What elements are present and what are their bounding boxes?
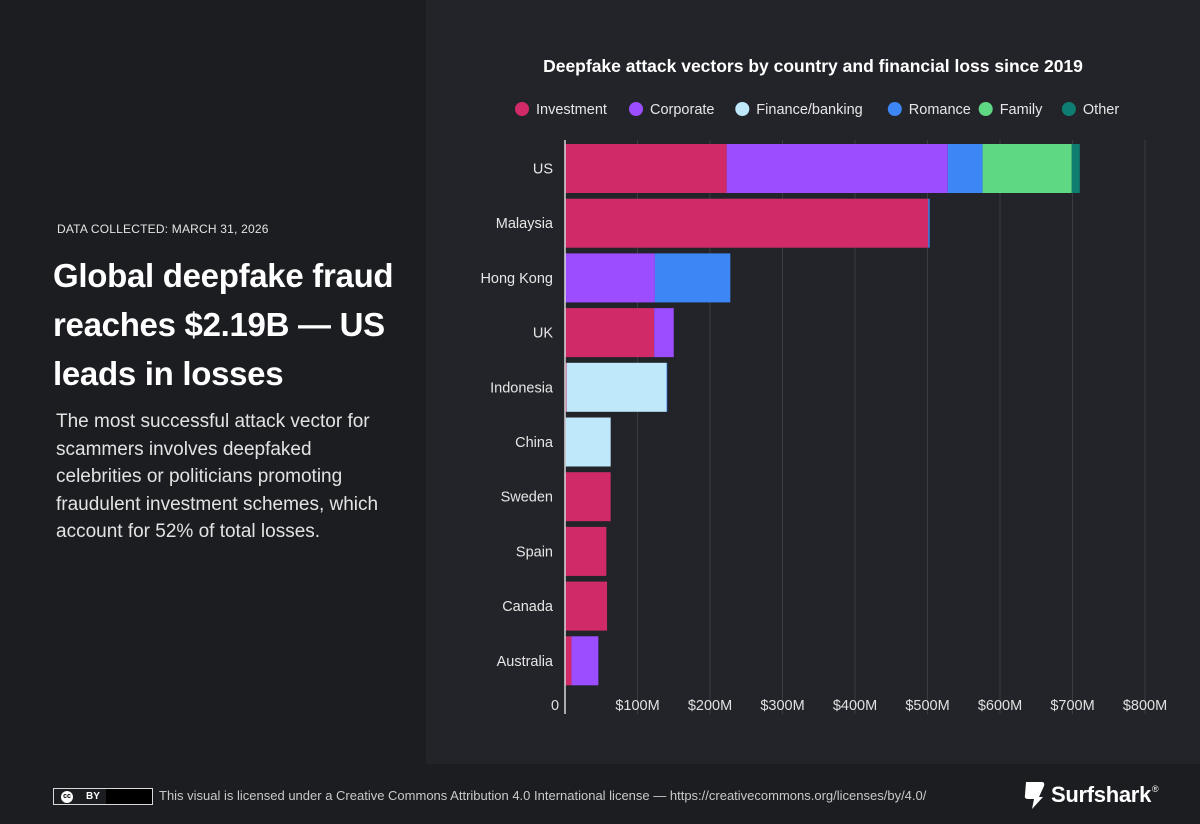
legend-swatch [515, 102, 529, 116]
x-tick-label: $500M [905, 698, 949, 714]
cc-icon: cc [61, 790, 73, 803]
category-label: Australia [497, 654, 554, 670]
bar-segment [565, 526, 607, 576]
legend-label: Investment [536, 102, 607, 118]
category-label: Malaysia [496, 216, 554, 232]
x-tick-label: $700M [1050, 698, 1094, 714]
bar-segment [565, 253, 655, 303]
bar-segment [565, 198, 929, 248]
surfshark-logo-icon [1024, 782, 1045, 809]
bar-segment [726, 144, 948, 193]
brand-name: Surfshark [1051, 782, 1152, 807]
category-label: Hong Kong [480, 271, 553, 287]
legend-label: Family [1000, 102, 1043, 118]
left-panel [0, 0, 426, 764]
legend-swatch [887, 102, 902, 116]
legend-swatch [978, 102, 993, 116]
legend-item: Other [1061, 102, 1119, 118]
brand-registered-mark: ® [1152, 784, 1159, 794]
license-text: This visual is licensed under a Creative… [159, 788, 927, 803]
legend-item: Family [978, 102, 1043, 118]
legend-item: Romance [887, 102, 971, 118]
legend-swatch [735, 102, 750, 116]
legend-item: Investment [515, 102, 607, 118]
headline: Global deepfake fraud reaches $2.19B — U… [53, 257, 394, 392]
cc-license-badge[interactable]: cc BY [53, 788, 153, 805]
surfshark-brand[interactable]: Surfshark ® [1022, 780, 1159, 810]
chart-legend: Investment Corporate Finance/banking Romanc… [515, 102, 1119, 118]
legend-label: Other [1083, 102, 1119, 118]
bar-segment [565, 144, 727, 193]
chart-title: Deepfake attack vectors by country and f… [543, 56, 1083, 76]
bar-segment [565, 417, 611, 467]
x-tick-label: $300M [760, 698, 804, 714]
bar-segment [654, 308, 674, 358]
bar-segment [566, 362, 667, 412]
category-labels: US Malaysia Hong Kong UK Indonesia China Swede… [480, 162, 553, 670]
x-tick-label: $800M [1123, 698, 1167, 714]
x-tick-label: $100M [615, 698, 659, 714]
category-label: Indonesia [490, 380, 554, 396]
category-label: China [515, 435, 554, 451]
bars [565, 144, 1080, 686]
x-tick-label: $200M [688, 698, 732, 714]
x-tick-label: 0 [551, 698, 559, 714]
bar-segment [982, 144, 1072, 193]
category-label: Sweden [501, 490, 553, 506]
bar-segment [947, 144, 983, 193]
stacked-bar-chart: Deepfake attack vectors by country and f… [480, 56, 1167, 714]
bar-segment [565, 581, 608, 631]
bar-segment [928, 198, 930, 248]
bar-segment [654, 253, 731, 303]
legend-swatch [1061, 102, 1076, 116]
footer [0, 764, 1200, 824]
category-label: Spain [516, 544, 553, 560]
category-label: Canada [502, 599, 554, 615]
x-tick-label: $600M [978, 698, 1022, 714]
legend-item: Finance/banking [735, 102, 863, 118]
legend-swatch [629, 102, 643, 116]
bar-segment [666, 362, 668, 412]
x-axis-tick-labels: 0 $100M $200M $300M $400M $500M $600M $700M $800… [551, 698, 1167, 714]
legend-item: Corporate [629, 102, 714, 118]
cc-by-label: BY [80, 789, 106, 804]
bar-segment [565, 308, 655, 358]
bar-segment [565, 636, 572, 686]
legend-label: Corporate [650, 102, 714, 118]
category-label: US [533, 162, 553, 178]
legend-label: Finance/banking [756, 102, 862, 118]
description-text: The most successful attack vector for sc… [56, 411, 379, 543]
chart-panel [426, 0, 1200, 764]
x-tick-label: $400M [833, 698, 877, 714]
bar-segment [565, 472, 611, 522]
category-label: UK [533, 326, 553, 342]
legend-label: Romance [909, 102, 971, 118]
bar-segment [571, 636, 599, 686]
bar-segment [1071, 144, 1080, 193]
data-collected-label: DATA COLLECTED: MARCH 31, 2026 [57, 222, 269, 236]
